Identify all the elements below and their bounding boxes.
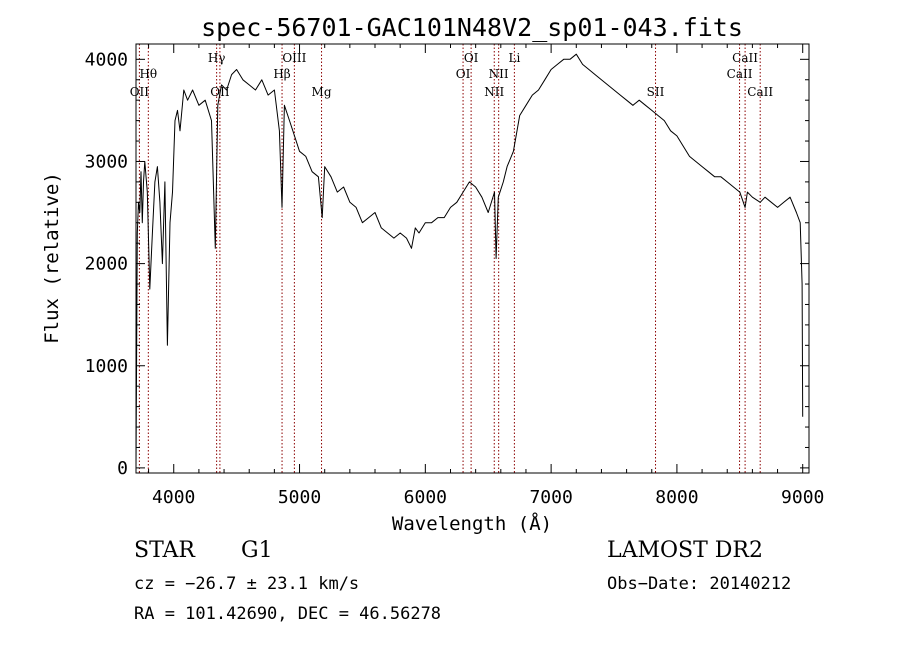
spectral-line-label: Li [508,51,520,65]
x-tick-label: 9000 [781,487,824,508]
spectral-line-label: OI [456,67,471,81]
object-subclass: G1 [241,538,273,563]
plot-frame [135,43,810,474]
spectral-line-label: NII [489,67,509,81]
spectral-line-label: CaII [732,51,758,65]
chart-title: spec-56701-GAC101N48V2_sp01-043.fits [201,13,743,42]
y-tick-label: 3000 [85,151,128,172]
spectral-line-label: OIII [282,51,306,65]
coordinates: RA = 101.42690, DEC = 46.56278 [134,604,442,624]
x-tick-label: 4000 [152,487,195,508]
spectral-line-label: OII [130,85,150,99]
spectral-line-label: SII [647,85,665,99]
spectral-line-label: CaII [747,85,773,99]
spectral-line-label: OI [464,51,479,65]
spectrum-line [135,53,804,468]
spectral-line-label: Mg [312,85,332,99]
x-tick-label: 7000 [529,487,572,508]
spectral-line-label: Hβ [273,67,290,81]
survey-name: LAMOST DR2 [607,538,763,563]
x-tick-label: 5000 [278,487,321,508]
y-tick-label: 1000 [85,356,128,377]
y-tick-label: 2000 [85,254,128,275]
redshift-velocity: cz = −26.7 ± 23.1 km/s [134,574,360,594]
y-tick-label: 0 [117,458,128,479]
y-axis-label: Flux (relative) [41,172,63,344]
x-tick-label: 6000 [404,487,447,508]
object-class: STAR [134,538,195,563]
spectral-line-label: CaII [727,67,753,81]
spectral-line-label: Hγ [208,51,226,65]
x-axis-label: Wavelength (Å) [392,512,552,535]
spectral-line-label: NII [484,85,504,99]
observation-date: Obs−Date: 20140212 [607,574,792,594]
y-axis-ticks: 0 1000 2000 3000 4000 [85,49,809,479]
spectral-line-label: Hθ [139,67,157,81]
y-tick-label: 4000 [85,49,128,70]
x-axis-ticks: 4000 5000 6000 7000 8000 9000 [148,44,824,508]
x-tick-label: 8000 [655,487,698,508]
